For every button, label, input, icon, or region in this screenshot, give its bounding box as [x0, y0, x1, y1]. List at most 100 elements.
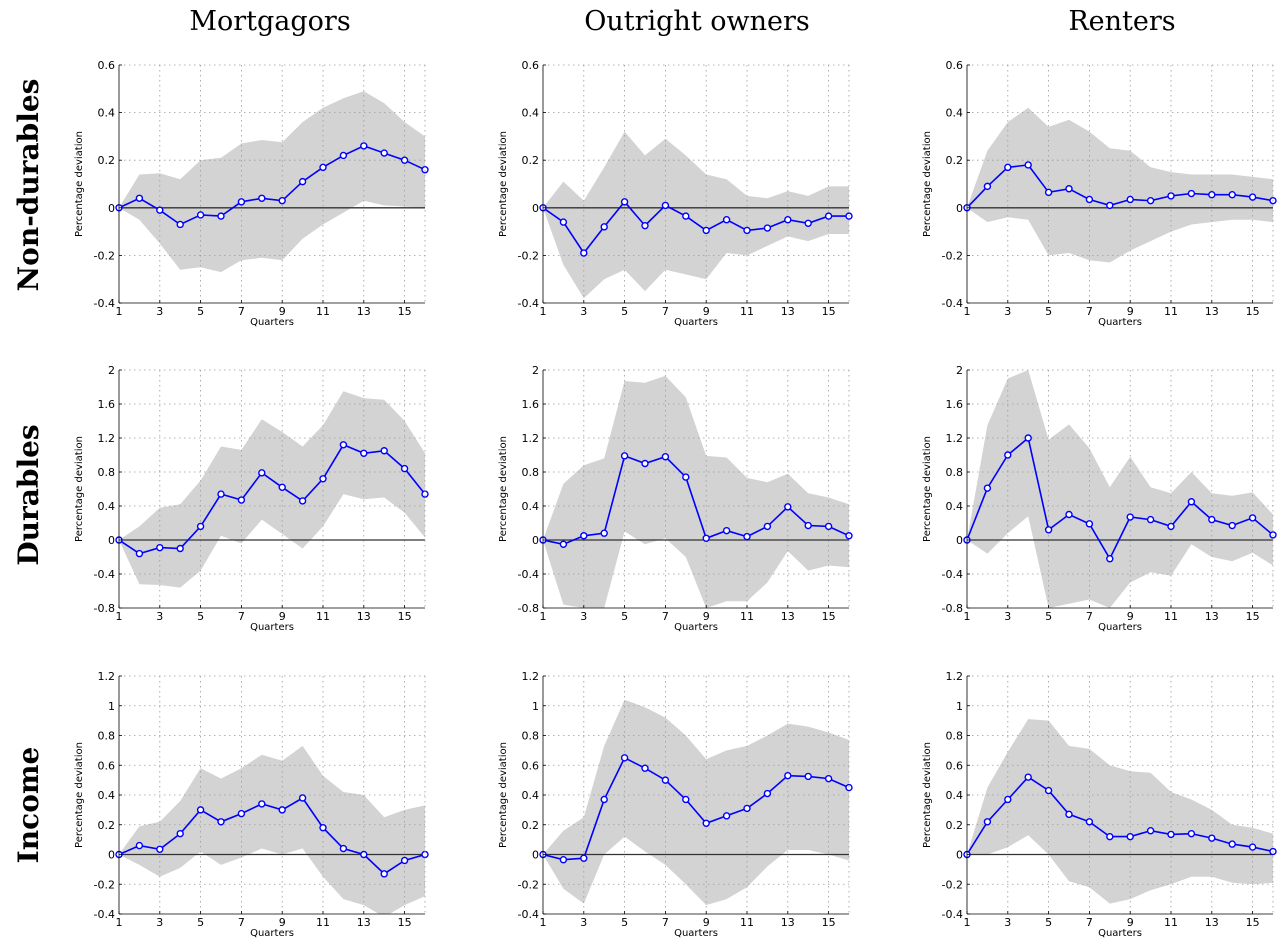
y-tick-label: 1.6 [98, 398, 116, 411]
data-point [156, 845, 164, 853]
x-tick-label: 9 [1127, 305, 1134, 318]
data-point [380, 870, 388, 878]
x-tick-label: 5 [621, 916, 628, 929]
x-tick-label: 15 [398, 916, 412, 929]
y-tick-label: -0.2 [518, 878, 539, 891]
data-point [1126, 195, 1134, 204]
x-tick-label: 3 [1004, 305, 1011, 318]
data-point [763, 789, 772, 798]
data-point [1167, 522, 1175, 531]
data-point [400, 464, 409, 473]
data-point [1228, 191, 1236, 199]
y-tick-label: 0.6 [98, 59, 116, 72]
y-tick-label: 0.6 [522, 59, 540, 72]
data-point [702, 534, 710, 542]
x-tick-label: 3 [580, 610, 587, 623]
x-tick-label: 7 [1086, 916, 1093, 929]
x-tick-label: 9 [279, 610, 286, 623]
data-point [400, 156, 409, 164]
data-point [983, 484, 992, 492]
data-point [1208, 191, 1216, 199]
y-tick-label: -0.4 [518, 297, 539, 310]
data-point [661, 776, 670, 784]
y-tick-label: 0.8 [98, 466, 116, 479]
x-tick-label: 7 [238, 916, 245, 929]
x-tick-label: 3 [156, 610, 163, 623]
data-point [620, 198, 629, 206]
y-tick-label: 0.4 [98, 107, 116, 120]
data-point [298, 794, 307, 802]
data-point [1065, 510, 1073, 519]
data-point [380, 149, 388, 157]
data-point [380, 447, 388, 455]
data-point [400, 856, 409, 865]
data-point [559, 218, 568, 226]
x-tick-label: 11 [1164, 610, 1178, 623]
data-point [278, 196, 286, 205]
data-point [661, 453, 670, 461]
y-tick-label: -0.2 [94, 249, 115, 262]
y-tick-label: 1 [956, 700, 963, 713]
data-point [319, 824, 327, 832]
y-tick-label: -0.8 [94, 602, 115, 615]
x-tick-label: 3 [156, 916, 163, 929]
y-axis-label: Percentage deviation [74, 436, 85, 542]
irf-panel: 1 3 5 7 9 11 13 15-0.4-0.200.20.40.60.811.2Quar… [74, 670, 429, 939]
x-tick-label: 15 [822, 610, 836, 623]
column-title-outright-owners: Outright owners [584, 6, 810, 37]
y-tick-label: -0.8 [518, 602, 539, 615]
x-tick-label: 15 [1246, 610, 1260, 623]
confidence-band [543, 131, 849, 299]
x-tick-label: 11 [740, 610, 754, 623]
plot-area [967, 370, 1273, 608]
x-axis-label: Quarters [1098, 928, 1142, 939]
response-line [119, 443, 425, 555]
y-tick-label: 1.6 [522, 398, 540, 411]
x-tick-label: 7 [662, 305, 669, 318]
data-point [1187, 829, 1196, 838]
x-tick-label: 11 [1164, 305, 1178, 318]
data-point [682, 212, 690, 220]
data-point [339, 151, 348, 160]
y-tick-label: 1.2 [522, 670, 540, 683]
x-tick-label: 11 [316, 610, 330, 623]
y-tick-label: -0.2 [518, 249, 539, 262]
x-tick-label: 3 [1004, 610, 1011, 623]
data-point [1187, 189, 1196, 198]
x-tick-label: 9 [703, 610, 710, 623]
irf-panel: 1 3 5 7 9 11 13 15-0.8-0.400.40.81.21.62Quarter… [922, 364, 1277, 633]
y-tick-label: 0 [108, 849, 115, 862]
data-point [237, 496, 246, 504]
data-point [1126, 832, 1134, 841]
y-axis-label: Percentage deviation [922, 131, 933, 237]
irf-panel: 1 3 5 7 9 11 13 15-0.4-0.200.20.40.6QuartersPer… [498, 59, 853, 328]
data-point [1024, 773, 1032, 781]
y-tick-label: 0 [532, 534, 539, 547]
y-tick-label: 0.4 [522, 500, 540, 513]
x-tick-label: 13 [781, 916, 795, 929]
data-point [1085, 195, 1094, 204]
data-point [763, 522, 772, 531]
data-point [1228, 521, 1236, 530]
plot-area [119, 676, 425, 914]
y-tick-label: 0.4 [946, 500, 964, 513]
plot-area [543, 676, 849, 914]
data-point [1167, 192, 1175, 200]
x-tick-label: 13 [1205, 305, 1219, 318]
x-tick-label: 5 [1045, 916, 1052, 929]
plot-area [967, 676, 1273, 914]
data-point [278, 483, 286, 491]
data-point [702, 226, 710, 235]
x-axis-label: Quarters [674, 622, 718, 633]
y-tick-label: 0.8 [946, 466, 964, 479]
data-point [1085, 818, 1094, 826]
data-point [258, 800, 266, 808]
y-tick-label: -0.4 [94, 908, 115, 921]
data-point [682, 473, 690, 481]
y-tick-label: 0 [108, 534, 115, 547]
x-axis-label: Quarters [674, 317, 718, 328]
data-point [600, 529, 608, 537]
data-point [1269, 531, 1277, 539]
y-tick-label: -0.4 [94, 568, 115, 581]
irf-panel: 1 3 5 7 9 11 13 15-0.4-0.200.20.40.60.811.2Quar… [922, 670, 1277, 939]
